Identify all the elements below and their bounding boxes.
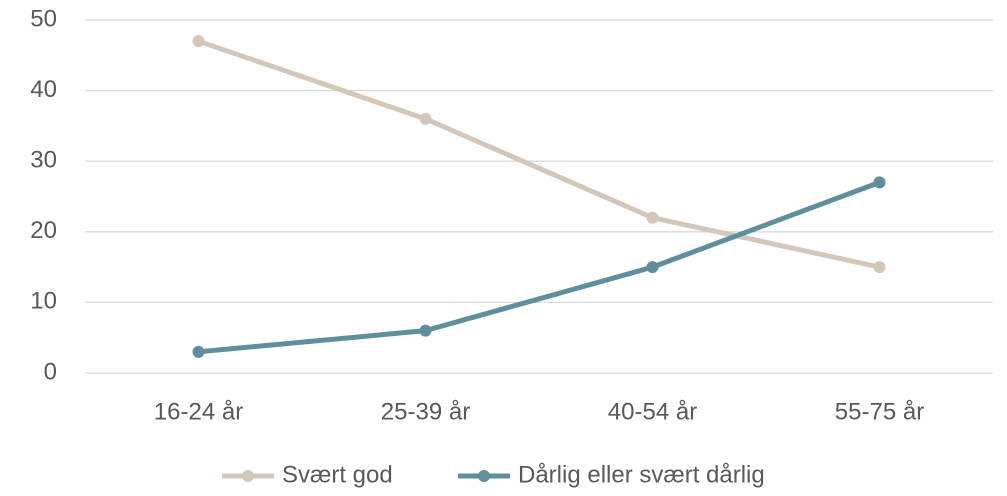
series-line xyxy=(197,38,881,270)
y-tick-label: 30 xyxy=(30,147,57,174)
legend-label: Dårlig eller svært dårlig xyxy=(518,461,765,488)
point xyxy=(873,261,886,274)
point xyxy=(646,261,659,274)
point xyxy=(419,324,432,337)
x-tick-label: 16-24 år xyxy=(154,398,243,425)
series-line xyxy=(198,180,881,355)
x-tick-label: 40-54 år xyxy=(608,398,697,425)
point xyxy=(192,345,205,358)
point xyxy=(192,35,205,48)
legend-marker xyxy=(242,470,254,482)
y-tick-label: 0 xyxy=(44,358,57,385)
x-tick-label: 25-39 år xyxy=(381,398,470,425)
x-tick-label: 55-75 år xyxy=(835,398,924,425)
point xyxy=(419,112,432,125)
point xyxy=(873,176,886,189)
legend-label: Svært god xyxy=(282,461,393,488)
point xyxy=(646,211,659,224)
y-tick-label: 20 xyxy=(30,217,57,244)
y-tick-label: 10 xyxy=(30,288,57,315)
y-tick-label: 40 xyxy=(30,76,57,103)
y-tick-label: 50 xyxy=(30,5,57,32)
legend-marker xyxy=(478,470,490,482)
